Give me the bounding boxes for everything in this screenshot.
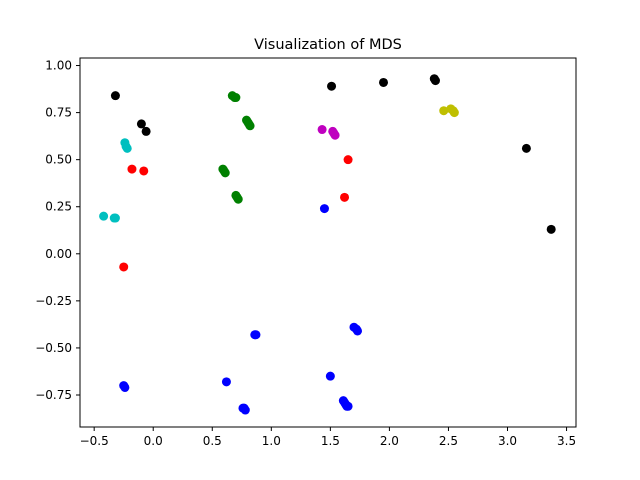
data-point xyxy=(251,330,261,340)
data-point xyxy=(231,93,241,103)
x-tick-label: 0.5 xyxy=(203,434,222,448)
data-point xyxy=(379,77,388,87)
x-tick-label: 2.0 xyxy=(380,434,399,448)
data-point xyxy=(110,91,120,101)
data-point xyxy=(141,126,151,136)
data-point xyxy=(340,192,350,202)
data-point xyxy=(139,166,149,176)
data-point xyxy=(240,405,250,415)
y-tick-label: 0.50 xyxy=(45,153,72,167)
data-point xyxy=(127,164,137,174)
data-point xyxy=(330,130,340,140)
data-point xyxy=(430,76,440,86)
data-point xyxy=(119,262,129,272)
x-tick-label: −0.5 xyxy=(80,434,109,448)
y-tick-label: 0.75 xyxy=(45,106,72,120)
data-points xyxy=(99,74,556,415)
data-point xyxy=(245,121,255,131)
data-point xyxy=(439,106,449,116)
data-point xyxy=(110,213,120,223)
y-tick-label: 1.00 xyxy=(45,59,72,73)
data-point xyxy=(221,377,231,387)
data-point xyxy=(546,224,556,234)
data-point xyxy=(325,371,335,381)
y-tick-label: −0.25 xyxy=(35,294,72,308)
y-tick-label: 0.25 xyxy=(45,200,72,214)
data-point xyxy=(319,204,329,214)
data-point xyxy=(122,143,132,153)
y-tick-label: 0.00 xyxy=(45,247,72,261)
y-tick-label: −0.75 xyxy=(35,388,72,402)
data-point xyxy=(327,81,337,91)
chart-title: Visualization of MDS xyxy=(254,37,402,53)
data-point xyxy=(317,125,327,135)
plot-frame xyxy=(79,57,577,428)
x-tick-label: 1.5 xyxy=(321,434,340,448)
data-point xyxy=(233,194,243,204)
data-point xyxy=(343,401,353,411)
x-tick-label: 3.0 xyxy=(498,434,517,448)
data-point xyxy=(120,382,130,392)
data-point xyxy=(449,108,459,118)
y-axis: −0.75 −0.50 −0.25 0.00 0.25 0.50 0.75 1.00 xyxy=(35,59,80,402)
x-axis: −0.5 0.0 0.5 1.0 1.5 2.0 2.5 3.0 3.5 xyxy=(80,427,576,448)
data-point xyxy=(343,155,353,165)
x-tick-label: 1.0 xyxy=(262,434,281,448)
x-tick-label: 2.5 xyxy=(439,434,458,448)
data-point xyxy=(99,211,109,221)
data-point xyxy=(136,119,146,129)
data-point xyxy=(220,168,230,178)
data-point xyxy=(353,326,363,336)
data-point xyxy=(521,143,531,153)
x-tick-label: 3.5 xyxy=(557,434,576,448)
x-tick-label: 0.0 xyxy=(144,434,163,448)
y-tick-label: −0.50 xyxy=(35,341,72,355)
